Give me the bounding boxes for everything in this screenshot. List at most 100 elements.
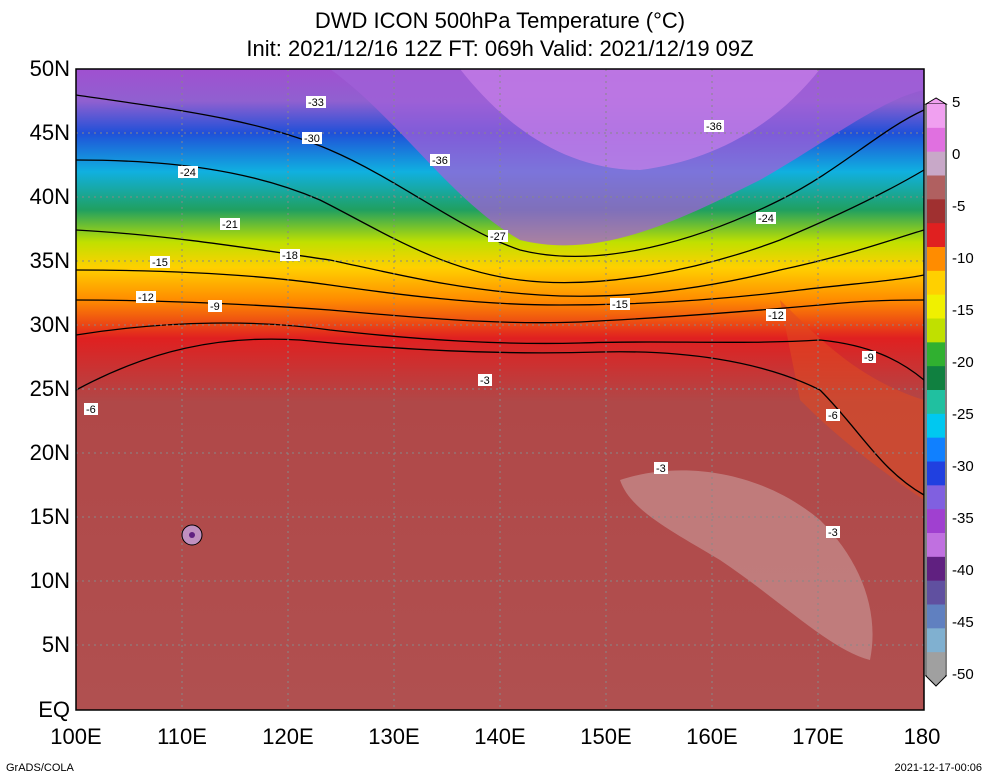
contour-labels: -33 -36 -36 -30 -27 -24 -24 -21 -18 -15 … (84, 96, 876, 539)
colorbar-swatch (927, 223, 945, 248)
contour-label: -12 (136, 291, 156, 304)
svg-text:-18: -18 (282, 250, 298, 262)
colorbar-swatch (927, 485, 945, 510)
colorbar-swatch (927, 270, 945, 296)
colorbar-swatch (927, 294, 945, 319)
lon-label: 180 (903, 724, 941, 749)
colorbar-tick: 5 (952, 94, 961, 111)
colorbar-swatch (927, 104, 945, 129)
lat-label: 10N (29, 568, 70, 593)
footer-credit: GrADS/COLA (6, 762, 74, 774)
svg-text:-30: -30 (304, 133, 320, 145)
contour-label: -3 (826, 526, 840, 539)
colorbar-swatch (927, 604, 945, 629)
lat-label: 30N (29, 312, 70, 337)
lon-label: 130E (368, 724, 420, 749)
colorbar-swatch (927, 533, 945, 558)
contour-label: -21 (220, 218, 240, 231)
colorbar-tick: -5 (952, 198, 966, 215)
svg-text:-21: -21 (222, 219, 238, 231)
contour-label: -6 (826, 409, 840, 422)
contour-label: -6 (84, 403, 98, 416)
map-frame (75, 69, 925, 710)
contour-label: -3 (654, 462, 668, 475)
warm-anomaly (620, 470, 873, 660)
colorbar (924, 97, 948, 687)
contour-label: -36 (430, 154, 450, 167)
svg-text:-15: -15 (612, 299, 628, 311)
colorbar-swatch (927, 342, 945, 367)
lon-label: 140E (474, 724, 526, 749)
colorbar-swatch (927, 652, 945, 677)
svg-text:-27: -27 (490, 231, 506, 243)
colorbar-tick: -35 (952, 510, 974, 527)
colorbar-swatch (927, 461, 945, 486)
colorbar-swatch (927, 628, 945, 653)
warm-tongue (780, 300, 924, 500)
lon-label: 160E (686, 724, 738, 749)
lon-label: 150E (580, 724, 632, 749)
svg-text:-36: -36 (706, 121, 722, 133)
lat-label: 50N (29, 56, 70, 81)
colorbar-swatch (927, 509, 945, 534)
svg-text:-6: -6 (86, 404, 96, 416)
colorbar-swatch (927, 199, 945, 224)
svg-text:-9: -9 (210, 301, 220, 313)
contour-label: -36 (704, 120, 724, 133)
contour-label: -30 (302, 132, 322, 145)
colorbar-tick: -40 (952, 562, 974, 579)
colorbar-swatch (927, 413, 945, 439)
colorbar-swatch (927, 437, 945, 462)
svg-text:-24: -24 (758, 213, 774, 225)
svg-text:-36: -36 (432, 155, 448, 167)
lon-label: 100E (50, 724, 102, 749)
svg-text:-6: -6 (828, 410, 838, 422)
colorbar-swatch (927, 556, 945, 582)
svg-text:-12: -12 (768, 310, 784, 322)
contour-label: -12 (766, 309, 786, 322)
contour-label: -3 (478, 374, 492, 387)
svg-text:-15: -15 (152, 257, 168, 269)
lon-label: 110E (157, 724, 207, 749)
map-border (75, 68, 925, 711)
lat-label: 40N (29, 184, 70, 209)
typhoon-center (189, 532, 195, 538)
svg-text:-12: -12 (138, 292, 154, 304)
contour-label: -24 (178, 166, 198, 179)
lon-label: 120E (262, 724, 314, 749)
lat-label: 15N (29, 504, 70, 529)
lat-label: 5N (41, 632, 70, 657)
contour-label: -9 (208, 300, 222, 313)
colorbar-swatch (927, 151, 945, 176)
colorbar-tick: -15 (952, 302, 974, 319)
contour-label: -27 (488, 230, 508, 243)
contour-label: -15 (150, 256, 170, 269)
colorbar-swatch (927, 247, 945, 272)
colorbar-swatch (927, 127, 945, 153)
contour-label: -9 (862, 351, 876, 364)
colorbar-tick: -30 (952, 458, 974, 475)
colorbar-tick: 0 (952, 146, 961, 163)
contour-label: -24 (756, 212, 776, 225)
colorbar-swatch (927, 390, 945, 415)
cold-core (460, 69, 820, 170)
svg-text:-33: -33 (308, 97, 324, 109)
lon-label: 170E (792, 724, 844, 749)
colorbar-swatch (927, 175, 945, 200)
lat-lon-grid (76, 69, 924, 710)
footer-timestamp: 2021-12-17-00:06 (894, 762, 982, 774)
svg-text:-9: -9 (864, 352, 874, 364)
colorbar-tick: -50 (952, 666, 974, 683)
lat-label: 20N (29, 440, 70, 465)
colorbar-tick: -45 (952, 614, 974, 631)
colorbar-tick: -10 (952, 250, 974, 267)
svg-text:-3: -3 (480, 375, 490, 387)
colorbar-swatch (927, 366, 945, 391)
colorbar-tick: -25 (952, 406, 974, 423)
map-subtitle: Init: 2021/12/16 12Z FT: 069h Valid: 202… (246, 36, 754, 61)
svg-text:-24: -24 (180, 167, 196, 179)
svg-text:-3: -3 (656, 463, 666, 475)
lat-label: 35N (29, 248, 70, 273)
lat-label: EQ (38, 697, 70, 722)
